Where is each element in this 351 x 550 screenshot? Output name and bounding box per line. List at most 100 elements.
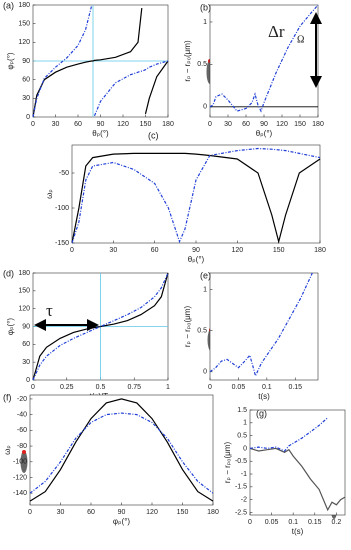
y-tick-label: -0.5 — [235, 458, 247, 465]
x-tick-label: 180 — [162, 121, 174, 128]
x-tick-label: 0.05 — [265, 519, 279, 526]
y-tick-label: -2.5 — [235, 509, 247, 516]
y-tick-label: 0.5 — [197, 61, 207, 68]
y-tick-label: 30 — [22, 95, 30, 102]
plot-area — [209, 272, 319, 381]
y-tick-label: 60 — [22, 341, 30, 348]
x-tick-label: 0.15 — [308, 519, 322, 526]
panel-label: (b) — [200, 2, 211, 12]
y-axis-label: φₚ(°) — [6, 318, 15, 335]
x-tick-label: 0.05 — [232, 384, 246, 391]
y-axis-label: rₚ − rₚ₀(μm) — [183, 306, 192, 348]
x-tick-label: 180 — [312, 121, 324, 128]
particle-tip — [22, 450, 26, 454]
x-tick-label: 60 — [151, 247, 159, 254]
y-axis-label: φₚ(°) — [6, 52, 15, 69]
annotation: Ω — [297, 34, 304, 45]
y-tick-label: -150 — [55, 240, 69, 247]
data-line — [209, 272, 313, 378]
x-tick-label: 90 — [97, 121, 105, 128]
x-tick-label: 180 — [207, 509, 219, 516]
x-axis-label: t(s) — [258, 392, 270, 401]
x-tick-label: 60 — [242, 121, 250, 128]
data-line — [29, 412, 214, 494]
x-tick-label: 0 — [70, 247, 74, 254]
y-tick-label: 180 — [18, 270, 30, 277]
data-line — [32, 272, 169, 381]
y-axis-label: ωₚ — [45, 189, 54, 199]
y-tick-label: 0.5 — [237, 432, 247, 439]
x-tick-label: 60 — [74, 121, 82, 128]
plot-area — [71, 144, 321, 244]
data-line — [71, 152, 321, 244]
y-tick-label: -100 — [13, 459, 27, 466]
x-tick-label: 0 — [28, 509, 32, 516]
y-tick-label: -1.5 — [235, 484, 247, 491]
data-line — [249, 447, 346, 512]
plot-area — [209, 4, 319, 118]
x-axis-label: φₚ(°) — [113, 517, 130, 526]
x-tick-label: 0.15 — [288, 384, 302, 391]
x-tick-label: 0 — [248, 519, 252, 526]
y-tick-label: 30 — [22, 359, 30, 366]
x-tick-label: 120 — [117, 121, 129, 128]
x-tick-label: 30 — [57, 509, 65, 516]
panel-label: (a) — [3, 0, 14, 10]
y-axis-label: rₚ − rₚ₀(μm) — [183, 40, 192, 82]
y-tick-label: -140 — [13, 490, 27, 497]
x-tick-label: 0.75 — [127, 384, 141, 391]
x-tick-label: 120 — [146, 509, 158, 516]
y-tick-label: 150 — [18, 288, 30, 295]
x-tick-label: 120 — [231, 247, 243, 254]
annotation: Δr — [268, 22, 285, 41]
particle-icon — [20, 451, 28, 473]
x-tick-label: 0 — [31, 121, 35, 128]
x-tick-label: 0.2 — [331, 519, 341, 526]
y-tick-label: 120 — [18, 306, 30, 313]
x-tick-label: 0 — [208, 384, 212, 391]
data-line — [29, 398, 214, 502]
y-tick-label: -120 — [13, 474, 27, 481]
x-tick-label: 150 — [140, 121, 152, 128]
y-tick-label: 90 — [22, 323, 30, 330]
y-axis-label: ωₚ — [3, 445, 12, 455]
data-line — [71, 147, 321, 244]
plot-area — [249, 409, 346, 516]
x-tick-label: 1 — [166, 384, 170, 391]
panel-label: (d) — [3, 268, 14, 278]
x-tick-label: 180 — [314, 247, 326, 254]
panel-label: (e) — [200, 270, 211, 280]
x-tick-label: 0.1 — [262, 384, 272, 391]
y-tick-label: 0 — [203, 369, 207, 376]
y-tick-label: -2 — [241, 496, 247, 503]
y-tick-label: 0 — [203, 104, 207, 111]
y-tick-label: -50 — [59, 170, 69, 177]
y-tick-label: 180 — [18, 2, 30, 9]
x-tick-label: 90 — [192, 247, 200, 254]
x-axis-label: θₚ(°) — [92, 129, 109, 138]
x-axis-label: θₚ(°) — [188, 255, 205, 264]
y-tick-label: 120 — [18, 39, 30, 46]
y-tick-label: -60 — [17, 427, 27, 434]
y-tick-label: 1 — [203, 19, 207, 26]
x-tick-label: 0.1 — [288, 519, 298, 526]
x-tick-label: 30 — [109, 247, 117, 254]
x-axis-label: θₚ(°) — [256, 129, 273, 138]
data-line — [249, 417, 329, 452]
x-tick-label: 0 — [208, 121, 212, 128]
y-tick-label: 0 — [26, 114, 30, 121]
y-tick-label: 60 — [22, 77, 30, 84]
y-tick-label: 90 — [22, 58, 30, 65]
y-tick-label: 150 — [18, 21, 30, 28]
x-axis-label: t(s) — [292, 527, 304, 536]
panel-label: (f) — [3, 392, 12, 402]
data-line — [32, 6, 169, 118]
annotation: τ — [46, 301, 53, 320]
y-tick-label: 0 — [26, 377, 30, 384]
y-tick-label: -1 — [241, 471, 247, 478]
y-tick-label: 1 — [243, 420, 247, 427]
x-tick-label: 120 — [276, 121, 288, 128]
y-tick-label: 1 — [203, 286, 207, 293]
x-tick-label: 0.25 — [60, 384, 74, 391]
